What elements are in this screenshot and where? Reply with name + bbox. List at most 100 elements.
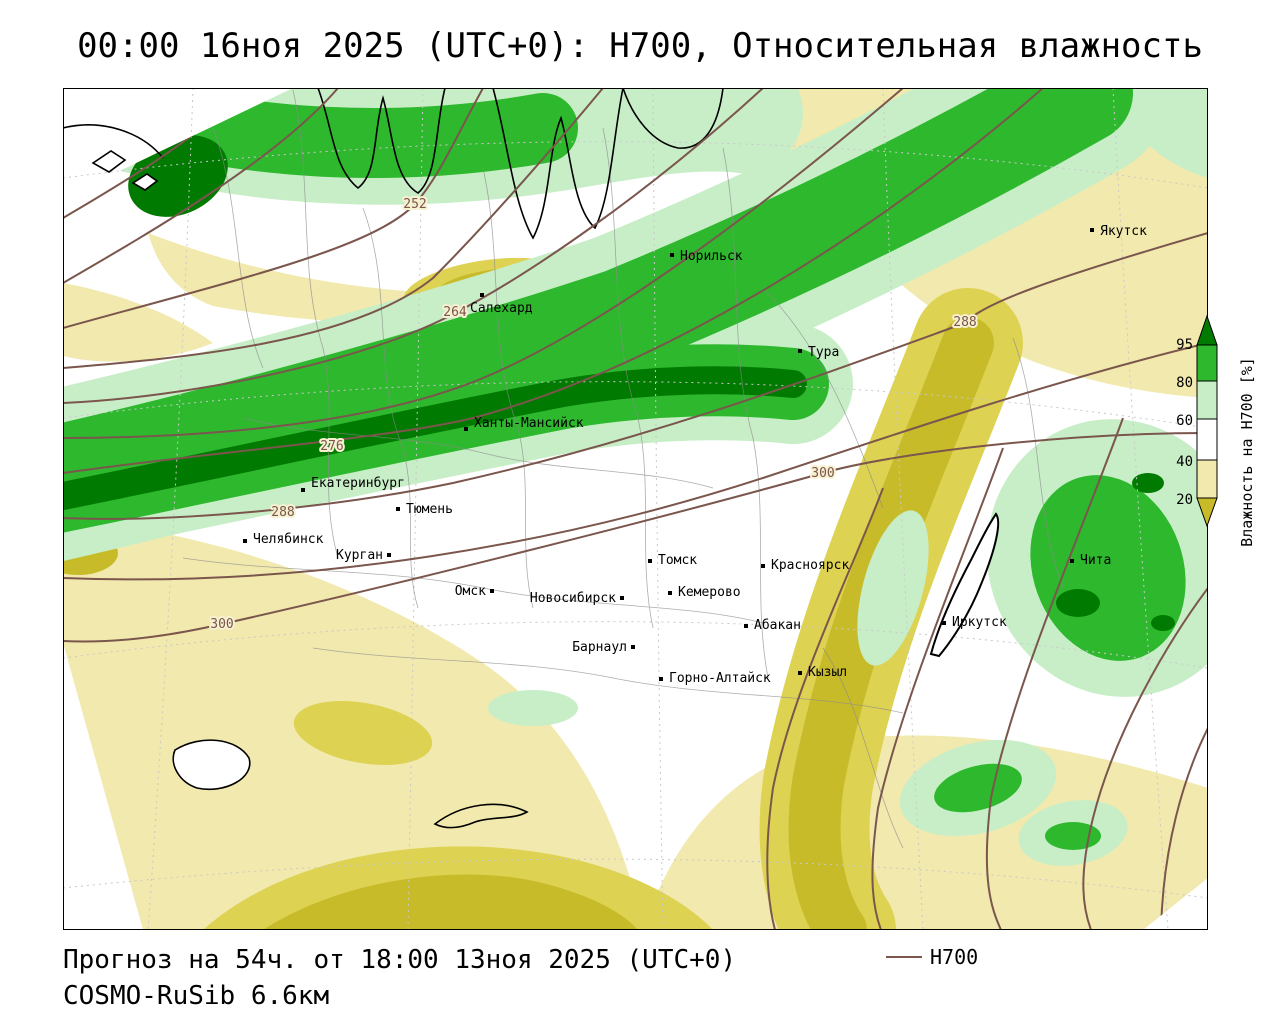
city-dot: [744, 624, 748, 628]
city-dot: [668, 591, 672, 595]
city-marker: Ханты-Мансийск: [464, 416, 584, 431]
colorbar-segment-60-80: [1196, 380, 1218, 420]
city-marker: Омск: [455, 584, 494, 599]
city-marker: Кемерово: [668, 585, 741, 600]
contour-label-300: 300: [210, 617, 233, 632]
city-label: Екатеринбург: [311, 476, 405, 491]
city-label: Челябинск: [253, 532, 324, 547]
lake-balkhash: [172, 739, 251, 790]
city-label: Норильск: [680, 249, 743, 264]
map: 252 264 276 288 288 300 300 Якутск Норильск Сале…: [63, 88, 1208, 930]
city-dot: [631, 645, 635, 649]
city-label: Салехард: [470, 301, 533, 316]
city-label: Чита: [1080, 553, 1111, 568]
city-marker: Екатеринбург: [301, 476, 405, 492]
city-label: Горно-Алтайск: [669, 671, 771, 686]
city-label: Тура: [808, 345, 839, 360]
city-label: Якутск: [1100, 224, 1147, 239]
colorbar-tick-20: 20: [1176, 492, 1193, 508]
contour-label-300: 300: [811, 466, 834, 481]
city-label: Красноярск: [771, 558, 849, 573]
lake-zaysan: [433, 803, 529, 829]
colorbar-tick-95: 95: [1176, 337, 1193, 353]
city-marker: Тюмень: [396, 502, 453, 517]
coastlines-layer: [63, 88, 1000, 829]
city-marker: Абакан: [744, 618, 801, 633]
city-dot: [659, 677, 663, 681]
forecast-info: Прогноз на 54ч. от 18:00 13ноя 2025 (UTC…: [63, 945, 737, 975]
contour-252: [63, 88, 484, 329]
contour-label-276: 276: [320, 439, 343, 454]
city-marker: Кызыл: [798, 665, 847, 680]
coastline-taz-gulf: [622, 88, 724, 149]
city-marker: Салехард: [470, 293, 533, 316]
h700-line-sample: [886, 956, 922, 958]
city-marker: Томск: [648, 553, 697, 568]
colorbar-tick-40: 40: [1176, 454, 1193, 470]
h700-legend-label: H700: [930, 945, 979, 969]
colorbar-title: Влажность на H700 [%]: [1238, 357, 1256, 547]
city-dot: [798, 671, 802, 675]
coastline-kara-sea: [63, 124, 164, 159]
model-info: COSMO-RuSib 6.6км: [63, 981, 330, 1011]
city-dot: [761, 564, 765, 568]
city-dot: [942, 621, 946, 625]
city-marker: Якутск: [1090, 224, 1147, 239]
colorbar-segment-20-40: [1196, 459, 1218, 499]
city-dot: [620, 596, 624, 600]
colorbar-tick-80: 80: [1176, 375, 1193, 391]
coastline-ob-gulf: [492, 88, 624, 240]
admin-borders: [182, 89, 1064, 849]
colorbar-segment-80-95: [1196, 344, 1218, 382]
city-marker: Тура: [798, 345, 839, 360]
island: [91, 150, 127, 173]
city-markers-layer: Якутск Норильск Салехард Тура Ханты-Мансийск…: [243, 224, 1147, 686]
city-label: Тюмень: [406, 502, 453, 517]
city-dot: [387, 553, 391, 557]
city-label: Иркутск: [952, 615, 1007, 630]
city-marker: Иркутск: [942, 615, 1007, 630]
city-dot: [490, 589, 494, 593]
city-label: Омск: [455, 584, 486, 599]
city-label: Барнаул: [572, 640, 627, 655]
city-marker: Норильск: [670, 249, 743, 264]
city-label: Кемерово: [678, 585, 741, 600]
colorbar-tick-60: 60: [1176, 413, 1193, 429]
colorbar-segment-40-60: [1196, 418, 1218, 461]
city-dot: [301, 488, 305, 492]
contour-label-288: 288: [271, 505, 294, 520]
contour-labels-layer: 252 264 276 288 288 300 300: [208, 195, 978, 634]
colorbar-scale: [1196, 314, 1218, 528]
city-marker: Горно-Алтайск: [659, 671, 771, 686]
city-dot: [798, 349, 802, 353]
city-marker: Красноярск: [761, 558, 849, 573]
dark-green-regions: [63, 135, 1175, 631]
lake-baikal: [929, 512, 1000, 658]
contour-label-264: 264: [443, 305, 467, 320]
city-label: Кызыл: [808, 665, 847, 680]
contour-288: [63, 232, 1208, 520]
city-dot: [464, 427, 468, 431]
city-dot: [243, 539, 247, 543]
city-marker: Новосибирск: [530, 591, 624, 606]
colorbar-segment-below-20: [1196, 497, 1218, 528]
coastline-yamal: [317, 88, 446, 194]
city-marker: Барнаул: [572, 640, 635, 655]
city-marker: Чита: [1070, 553, 1111, 568]
city-dot: [1090, 228, 1094, 232]
city-dot: [480, 293, 484, 297]
city-dot: [670, 253, 674, 257]
island: [131, 173, 159, 191]
city-dot: [648, 559, 652, 563]
contour-300: [63, 432, 1208, 643]
city-dot: [1070, 559, 1074, 563]
map-canvas: 252 264 276 288 288 300 300 Якутск Норильск Сале…: [63, 88, 1208, 930]
contour-264: [63, 88, 764, 404]
contour-label-288: 288: [953, 315, 976, 330]
city-label: Томск: [658, 553, 697, 568]
city-label: Ханты-Мансийск: [474, 416, 584, 431]
contour-276: [63, 88, 1044, 474]
city-dot: [396, 507, 400, 511]
contour-label-252: 252: [403, 197, 426, 212]
